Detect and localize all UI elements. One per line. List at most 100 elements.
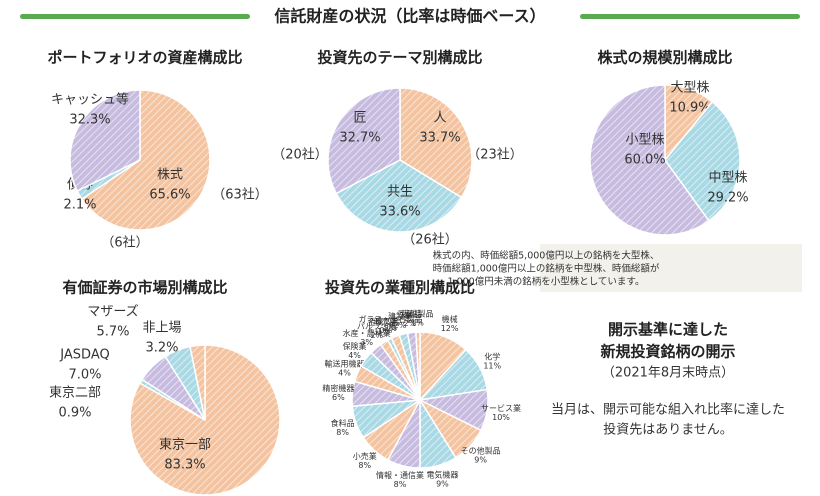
value-label: 29.2% (707, 191, 748, 206)
slice-hatch (77, 160, 140, 199)
slice-hatch (407, 332, 420, 400)
value-label: 0% (379, 326, 392, 335)
disclosure-title: 開示基準に達した (608, 321, 728, 339)
value-label: 2% (394, 321, 407, 330)
value-label: 4% (348, 351, 361, 360)
slice-hatch (371, 344, 420, 400)
value-label: 1% (411, 319, 424, 328)
slice-label: 人 (433, 111, 446, 126)
slice-label: 機械 (442, 314, 458, 324)
value-label: 2% (370, 331, 383, 340)
slice-hatch (399, 333, 420, 400)
chart-title: 投資先のテーマ別構成比 (317, 49, 482, 67)
slice-label: 金属製品 (367, 317, 399, 327)
slice-hatch (420, 332, 466, 400)
slice-hatch (352, 400, 420, 438)
slice-label: 食料品 (331, 418, 355, 428)
header-bar (20, 14, 250, 19)
value-label: 4% (338, 369, 351, 378)
value-label: 60.0% (624, 153, 665, 168)
slice-label: 株式 (157, 168, 183, 183)
slice-label: 非上場 (142, 321, 181, 336)
slice-label: 大型株 (670, 81, 709, 96)
slice-hatch (327, 88, 400, 194)
slice-label: 保険業 (343, 341, 367, 351)
slice-label: 小売業 (353, 451, 377, 461)
note: 株式の内、時価総額5,000億円以上の銘柄を大型株、 (433, 250, 660, 262)
slice-hatch (70, 90, 140, 191)
slice-hatch (665, 85, 713, 160)
slice-label: 繊維製品 (401, 309, 433, 319)
annotation: （63社） (212, 187, 268, 203)
value-label: 33.6% (379, 205, 420, 220)
annotation: （23社） (467, 147, 523, 163)
chart-title: ポートフォリオの資産構成比 (47, 49, 242, 67)
slice-hatch (141, 356, 205, 420)
slice-label: 東京二部 (49, 385, 101, 401)
slice-hatch (420, 400, 481, 458)
value-label: 12% (441, 324, 459, 333)
value-label: 3.2% (145, 341, 178, 356)
value-label: 3% (360, 338, 373, 347)
value-label: 2.1% (63, 198, 96, 213)
slice-label: 中型株 (708, 171, 747, 186)
slice-label: 水産・農林業 (343, 328, 391, 338)
slice-hatch (665, 101, 740, 221)
slice-label: 化学 (484, 352, 500, 362)
value-label: 83.3% (164, 458, 205, 473)
slice-label: 卸売業 (374, 316, 398, 326)
value-label: 9% (474, 456, 487, 465)
slice-hatch (354, 366, 420, 400)
slice-hatch (420, 349, 488, 400)
slice-label: 電気機器 (426, 469, 458, 479)
slice-hatch (420, 389, 488, 431)
value-label: 2% (384, 324, 397, 333)
note: 1,000億円未満の銘柄を小型株としています。 (448, 276, 645, 288)
value-label: 32.7% (339, 131, 380, 146)
slice-label: 匠 (353, 111, 366, 126)
slice-hatch (190, 345, 205, 420)
slice-hatch (363, 400, 420, 460)
value-label: 2% (404, 319, 417, 328)
slice-hatch (400, 88, 473, 198)
slice-label: JASDAQ (59, 348, 109, 363)
disclosure-date: （2021年8月末時点） (602, 366, 734, 381)
annotation: （20社） (272, 147, 328, 163)
slice-hatch (387, 338, 420, 400)
slice-label: 精密機器 (322, 383, 354, 393)
value-label: 33.7% (419, 131, 460, 146)
note-box (540, 244, 802, 292)
chart-title: 投資先の業種別構成比 (325, 279, 475, 297)
slice-hatch (380, 340, 420, 400)
value-label: 10.9% (669, 101, 710, 116)
value-label: 0.9% (58, 406, 91, 421)
slice-label: パルプ・紙 (357, 321, 397, 331)
value-label: 1% (377, 327, 390, 336)
slice-label: 小型株 (625, 133, 664, 148)
slice-label: サービス業 (481, 403, 521, 413)
value-label: 8% (358, 461, 371, 470)
value-label: 32.3% (69, 113, 110, 128)
annotation: （26社） (402, 232, 458, 248)
slice-hatch (387, 400, 420, 468)
header-bar (580, 14, 800, 19)
value-label: 8% (394, 480, 407, 489)
value-label: 7.0% (68, 368, 101, 383)
value-label: 9% (436, 479, 449, 488)
slice-hatch (415, 332, 420, 400)
slice-hatch (165, 346, 205, 420)
slice-label: マザーズ (87, 304, 138, 320)
value-label: 5.7% (96, 325, 129, 340)
slice-label: 輸送用機器 (324, 359, 364, 369)
slice-hatch (336, 160, 462, 232)
chart-title: 有価証券の市場別構成比 (62, 279, 227, 297)
note: 時価総額1,000億円以上の銘柄を中型株、時価総額が (433, 263, 660, 275)
value-label: 65.6% (149, 188, 190, 203)
disclosure-text: 当月は、開示可能な組入れ比率に達した (551, 402, 785, 418)
value-label: 10% (492, 413, 510, 422)
slice-label: 東京一部 (159, 437, 211, 453)
slice-hatch (352, 381, 420, 407)
slice-hatch (420, 400, 456, 468)
chart-title: 株式の規模別構成比 (597, 49, 732, 67)
